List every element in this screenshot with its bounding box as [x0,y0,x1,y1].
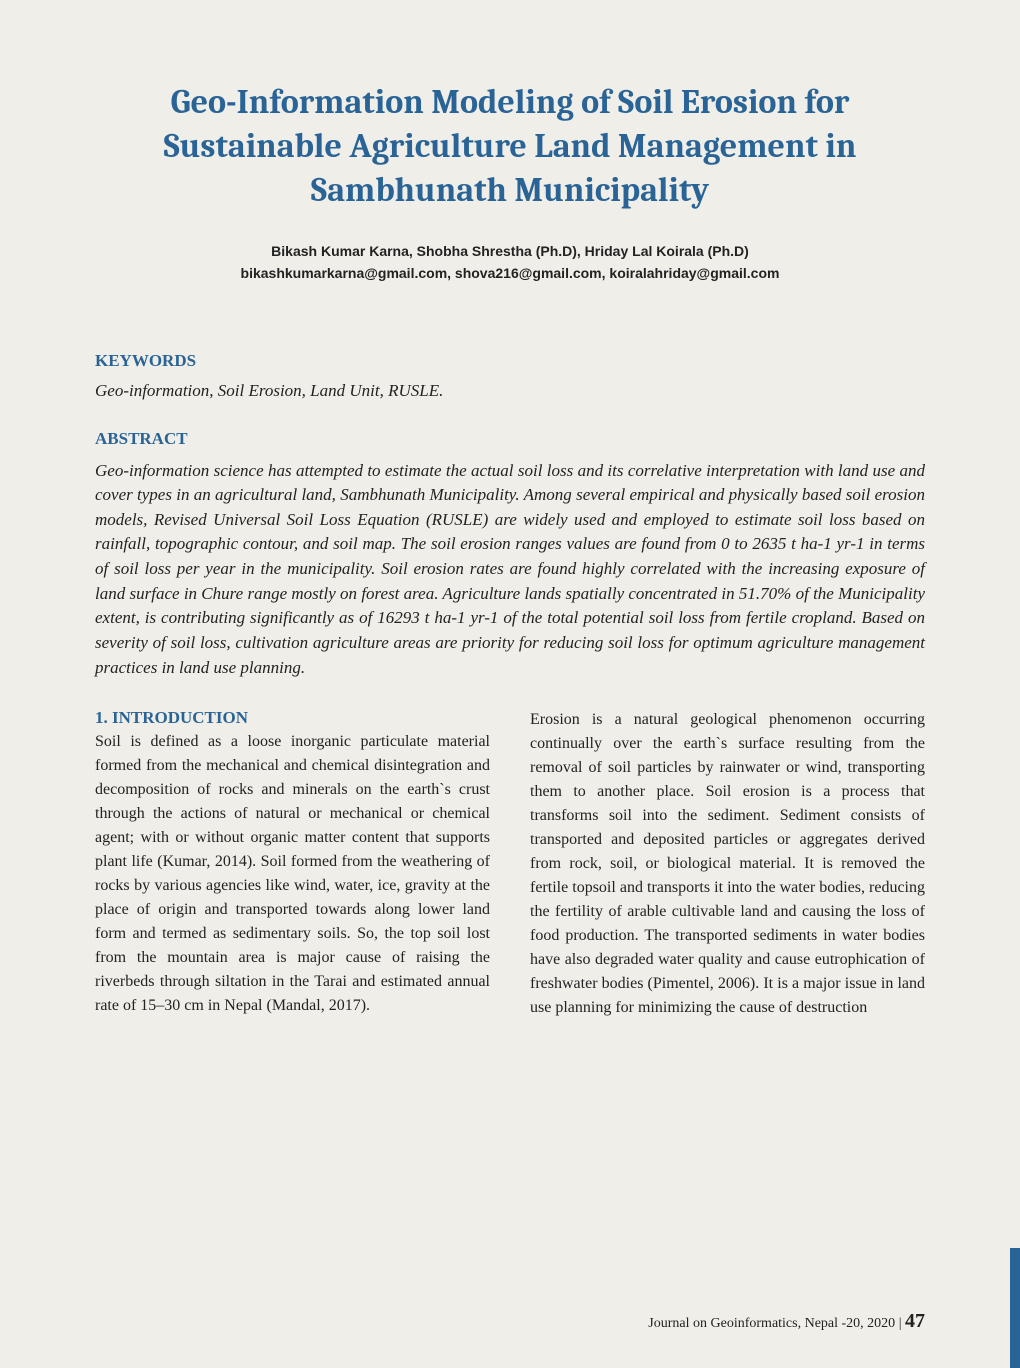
keywords-heading: KEYWORDS [95,351,925,371]
authors-line: Bikash Kumar Karna, Shobha Shrestha (Ph.… [95,243,925,259]
column-right: Erosion is a natural geological phenomen… [530,708,925,1020]
page-number: 47 [905,1310,925,1332]
keywords-content: Geo-information, Soil Erosion, Land Unit… [95,381,925,401]
accent-bar [1010,1248,1020,1368]
page-footer: Journal on Geoinformatics, Nepal -20, 20… [648,1310,925,1333]
footer-separator: | [895,1316,905,1331]
two-column-body: 1. INTRODUCTION Soil is defined as a loo… [95,708,925,1020]
abstract-content: Geo-information science has attempted to… [95,459,925,681]
paper-title: Geo-Information Modeling of Soil Erosion… [95,80,925,213]
column-left: 1. INTRODUCTION Soil is defined as a loo… [95,708,490,1020]
page-container: Geo-Information Modeling of Soil Erosion… [0,0,1020,1368]
emails-line: bikashkumarkarna@gmail.com, shova216@gma… [95,265,925,281]
introduction-heading: 1. INTRODUCTION [95,708,490,728]
title-block: Geo-Information Modeling of Soil Erosion… [95,80,925,213]
journal-name: Journal on Geoinformatics, Nepal -20, 20… [648,1316,895,1331]
column-right-text: Erosion is a natural geological phenomen… [530,708,925,1020]
column-left-text: Soil is defined as a loose inorganic par… [95,730,490,1018]
abstract-heading: ABSTRACT [95,429,925,449]
